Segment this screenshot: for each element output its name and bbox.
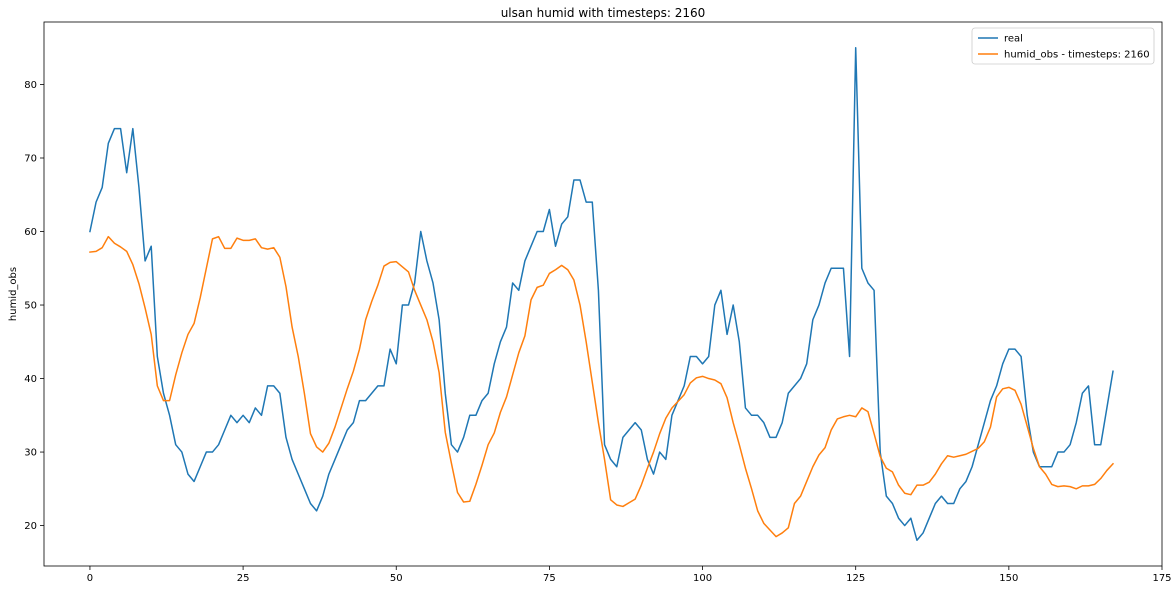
x-tick-label: 75 [543,573,556,584]
x-tick-label: 0 [87,573,93,584]
legend-label-real: real [1004,34,1023,45]
plot-area: 0 25 50 75 100 125 150 175 20 30 40 50 60 70 80 [24,21,1172,584]
y-tick-label: 70 [24,154,37,165]
legend-box [971,27,1155,65]
y-axis-label: humid_obs [8,267,19,321]
y-tick-label: 50 [24,301,37,312]
x-tick-label: 125 [846,573,865,584]
y-tick-label: 40 [24,374,37,385]
x-tick-label: 150 [999,573,1018,584]
legend: real humid_obs - timesteps: 2160 [971,27,1155,65]
axes-frame [43,21,1163,567]
y-tick-label: 30 [24,448,37,459]
x-tick-label: 50 [390,573,403,584]
series-line-real [89,46,1114,542]
series-line-humid-obs [89,235,1115,538]
chart-title: ulsan humid with timesteps: 2160 [501,6,706,20]
y-tick-label: 80 [24,80,37,91]
y-tick-label: 60 [24,227,37,238]
x-tick-label: 25 [237,573,250,584]
x-tick-label: 175 [1152,573,1171,584]
y-tick-label: 20 [24,521,37,532]
legend-label-humid-obs: humid_obs - timesteps: 2160 [1004,50,1150,61]
x-tick-label: 100 [693,573,712,584]
